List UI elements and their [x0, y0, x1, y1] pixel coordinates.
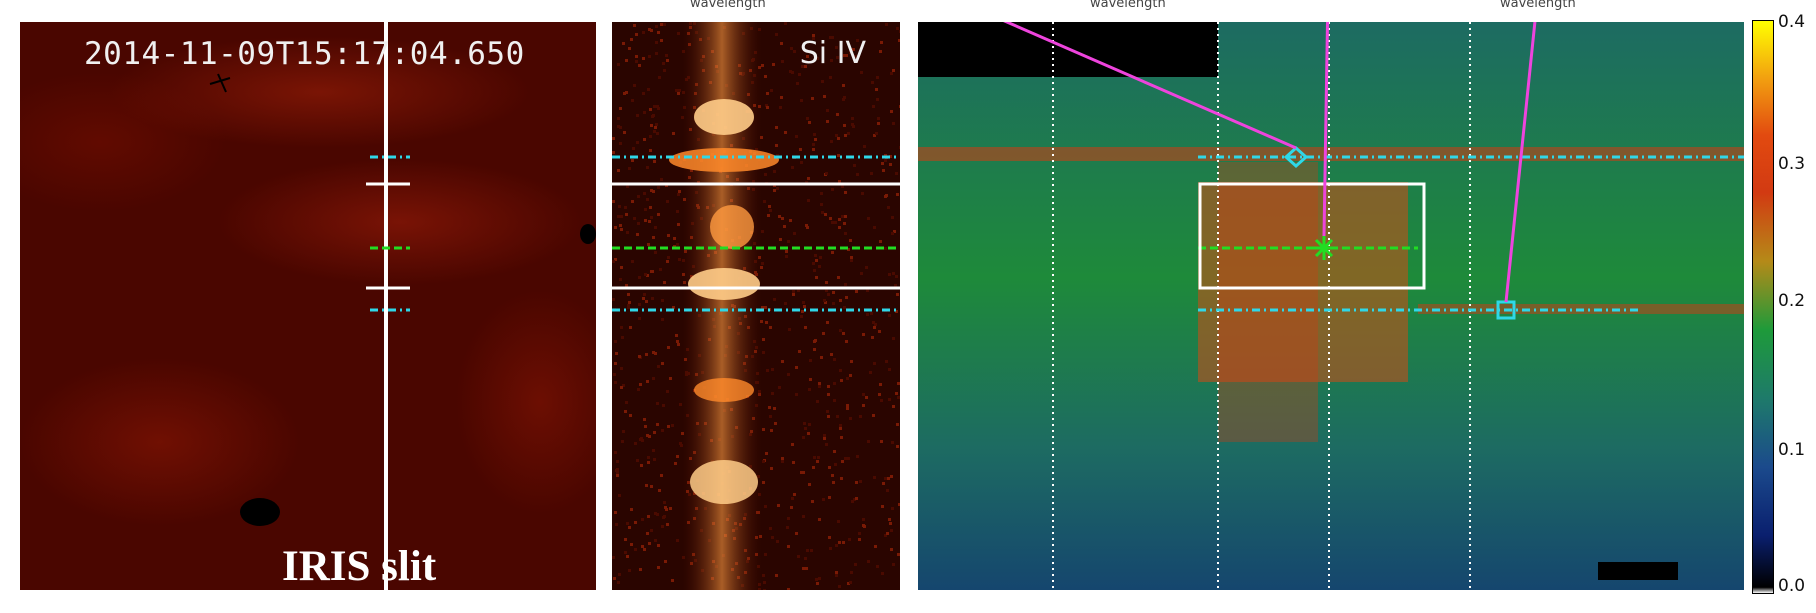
white-box — [1198, 182, 1426, 290]
diamond-marker — [1283, 145, 1309, 169]
spectral-line-core — [682, 22, 762, 590]
cut-label-3: wavelength — [1500, 0, 1576, 11]
star-marker — [1312, 236, 1336, 260]
no-data-region — [918, 22, 1218, 77]
bright-kernel — [669, 148, 779, 172]
slit-label: IRIS slit — [282, 543, 437, 590]
observation-timestamp: 2014-11-09T15:17:04.650 — [84, 36, 525, 72]
bright-kernel — [694, 99, 754, 135]
small-arrow — [209, 73, 231, 93]
bright-kernel — [710, 205, 754, 249]
map-overlay — [918, 22, 1744, 590]
line-label: Si IV — [799, 36, 866, 71]
noise-texture — [612, 22, 900, 590]
raster-texture — [918, 22, 1744, 590]
colorbar-tick-0.3: 0.3 — [1778, 154, 1806, 174]
aia-context-panel: 2014-11-09T15:17:04.650 IRIS slit — [18, 20, 598, 592]
aia-overlay — [209, 22, 596, 590]
no-data-region — [1598, 562, 1678, 580]
colorbar-tick-0.1: 0.1 — [1778, 440, 1806, 460]
colorbar-tick-0.0: 0.0 — [1778, 576, 1806, 596]
cut-label-2: wavelength — [1090, 0, 1166, 11]
colorbar — [1752, 20, 1774, 594]
cut-label-1: wavelength — [690, 0, 766, 11]
dark-spot — [240, 498, 280, 526]
map-background — [918, 22, 1744, 590]
bright-band — [918, 147, 1744, 161]
hot-column — [1218, 162, 1318, 442]
hot-region — [1198, 182, 1408, 382]
bright-kernel — [690, 460, 758, 504]
dark-spot-edge — [580, 224, 596, 244]
spectrum-overlay — [612, 22, 900, 590]
colorbar-tick-0.4: 0.4 — [1778, 12, 1806, 32]
square-marker — [1496, 300, 1516, 320]
bright-kernel — [694, 378, 754, 402]
pointer-line — [1322, 22, 1330, 237]
pointer-line — [1003, 22, 1297, 150]
bright-kernel — [688, 268, 760, 300]
raster-map-panel — [916, 20, 1746, 592]
si-iv-spectrum-panel: Si IV — [610, 20, 902, 592]
colorbar-tick-0.2: 0.2 — [1778, 291, 1806, 311]
bright-band — [1418, 304, 1744, 314]
pointer-line — [1504, 22, 1537, 303]
